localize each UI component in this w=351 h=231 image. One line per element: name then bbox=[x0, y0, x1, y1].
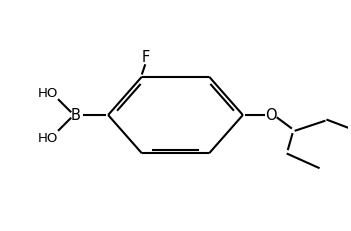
Text: F: F bbox=[141, 50, 150, 65]
Text: B: B bbox=[71, 108, 80, 123]
Text: HO: HO bbox=[38, 132, 58, 145]
Text: O: O bbox=[265, 108, 277, 123]
Text: HO: HO bbox=[38, 86, 58, 99]
